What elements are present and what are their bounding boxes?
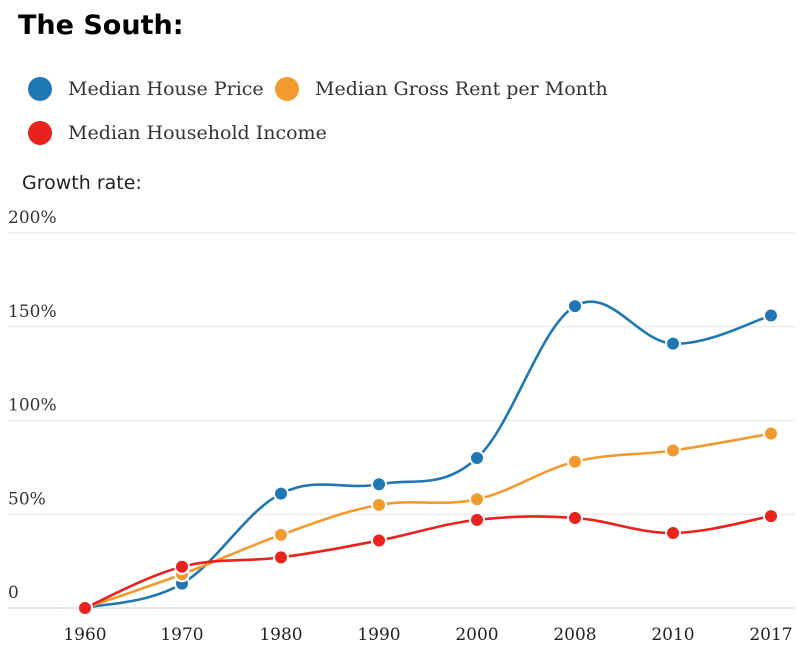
data-point-household-income xyxy=(174,558,190,575)
y-axis-label: Growth rate: xyxy=(22,172,142,194)
data-point-household-income xyxy=(371,532,387,549)
data-point-house-price xyxy=(665,335,681,352)
chart-title: The South: xyxy=(18,10,184,41)
x-tick-label: 1980 xyxy=(259,625,302,645)
data-point-household-income xyxy=(469,511,485,528)
data-point-house-price xyxy=(763,307,779,324)
y-tick-label: 200% xyxy=(8,208,57,228)
legend-label-household-income: Median Household Income xyxy=(68,122,327,144)
data-point-household-income xyxy=(77,600,93,616)
data-point-house-price xyxy=(469,450,485,466)
x-tick-label: 1970 xyxy=(160,625,203,645)
y-tick-label: 50% xyxy=(8,489,46,509)
x-tick-label: 2000 xyxy=(455,625,498,645)
legend-item-house-price: Median House Price xyxy=(28,77,264,101)
x-tick-label: 1990 xyxy=(357,625,400,645)
legend-marker-gross-rent xyxy=(275,77,299,101)
legend-marker-household-income xyxy=(28,121,52,145)
legend-label-gross-rent: Median Gross Rent per Month xyxy=(315,78,608,100)
legend-marker-house-price xyxy=(28,77,52,101)
data-point-household-income xyxy=(567,510,583,526)
x-tick-label: 2010 xyxy=(651,625,694,645)
data-point-house-price xyxy=(371,476,387,493)
data-point-gross-rent xyxy=(567,453,583,470)
x-tick-label: 1960 xyxy=(63,625,106,645)
data-point-gross-rent xyxy=(763,425,779,442)
data-point-gross-rent xyxy=(469,491,485,508)
data-point-household-income xyxy=(665,525,681,541)
data-point-household-income xyxy=(273,549,289,566)
series-line-house-price xyxy=(84,300,772,610)
y-tick-label: 150% xyxy=(8,302,57,322)
legend-label-house-price: Median House Price xyxy=(68,78,264,100)
y-tick-label: 100% xyxy=(8,396,57,416)
data-point-gross-rent xyxy=(371,496,387,513)
y-tick-label: 0 xyxy=(8,583,19,603)
data-point-house-price xyxy=(273,485,289,502)
data-point-gross-rent xyxy=(665,442,681,459)
legend-item-household-income: Median Household Income xyxy=(28,121,327,145)
x-tick-label: 2017 xyxy=(749,625,792,645)
data-point-house-price xyxy=(567,298,583,315)
data-point-gross-rent xyxy=(273,526,289,543)
series-line-gross-rent xyxy=(84,432,772,610)
data-point-household-income xyxy=(763,508,779,525)
x-tick-label: 2008 xyxy=(553,625,596,645)
legend-item-gross-rent: Median Gross Rent per Month xyxy=(275,77,608,101)
